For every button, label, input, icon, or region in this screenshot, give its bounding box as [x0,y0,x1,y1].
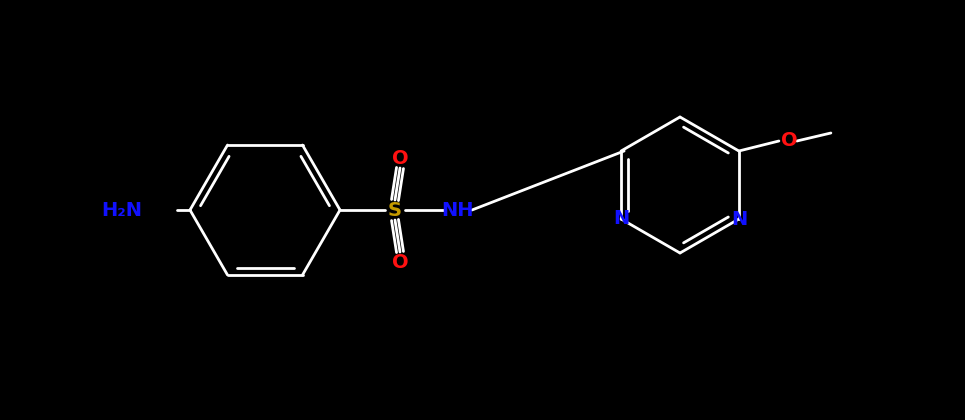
Text: NH: NH [441,200,473,220]
Text: H₂N: H₂N [101,200,142,220]
Text: N: N [613,210,629,228]
Text: O: O [392,252,408,271]
Text: O: O [392,149,408,168]
Text: N: N [731,210,747,228]
Text: O: O [781,131,797,150]
Text: S: S [388,200,402,220]
